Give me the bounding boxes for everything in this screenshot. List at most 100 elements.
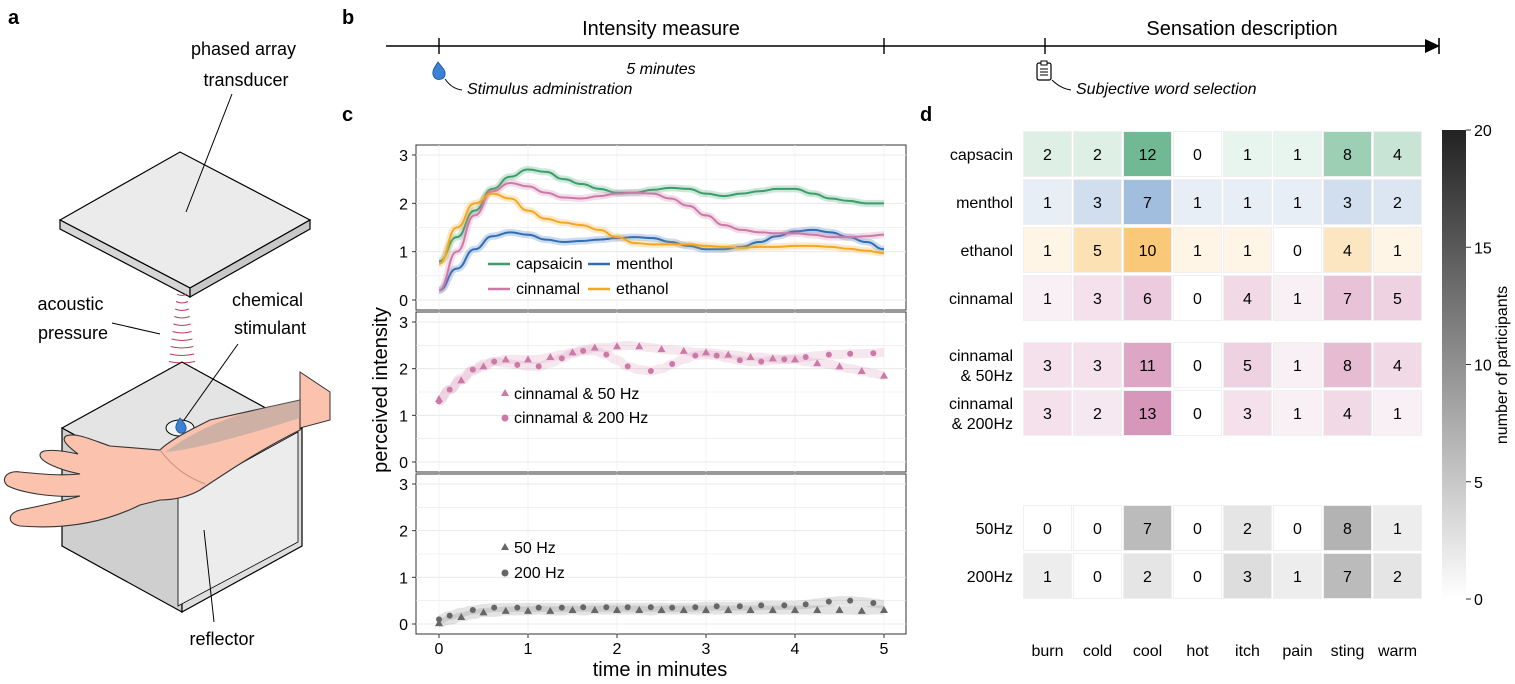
point-circle (624, 604, 631, 611)
heatmap-cell (1323, 553, 1372, 599)
x-tick-label: 4 (791, 641, 800, 658)
wave-arc (176, 293, 188, 296)
heatmap-column-label: warm (1377, 643, 1417, 660)
heatmap-value: 3 (1343, 195, 1352, 212)
point-triangle (524, 355, 532, 363)
heatmap-value: 4 (1243, 291, 1252, 308)
point-triangle (857, 606, 866, 614)
point-triangle (835, 606, 844, 613)
y-tick-label: 1 (399, 245, 408, 262)
point-triangle (835, 362, 844, 370)
heatmap-value: 0 (1193, 291, 1202, 308)
point-triangle (657, 345, 666, 353)
legend-label: cinnamal & 200 Hz (514, 410, 648, 427)
heatmap-cell (1073, 342, 1122, 388)
point-circle (825, 351, 832, 358)
heatmap-value: 12 (1139, 147, 1157, 164)
x-tick-label: 1 (524, 641, 533, 658)
colorbar-tick-label: 20 (1474, 123, 1492, 140)
heatmap-value: 0 (1293, 521, 1302, 538)
y-tick-label: 0 (399, 293, 408, 310)
point-circle (624, 363, 631, 370)
series-line-cinnamal (438, 182, 885, 292)
panel-c-line-charts: 0 1 2 3 capsaicin menthol cinnamal ethanol 0 1 2 3… (370, 144, 907, 681)
heatmap-cell (1323, 179, 1372, 225)
heatmap-value: 0 (1193, 358, 1202, 375)
heatmap-value: 1 (1243, 243, 1252, 260)
y-tick-label: 1 (399, 408, 408, 425)
x-tick-label: 5 (880, 641, 889, 658)
point-triangle (813, 606, 822, 613)
chart-c-x-axis: 0 1 2 3 4 5 (435, 634, 889, 658)
heatmap-column-label: burn (1031, 643, 1063, 660)
heatmap-value: 2 (1143, 569, 1152, 586)
heatmap-value: 2 (1043, 147, 1052, 164)
wave-arc (171, 338, 193, 341)
point-circle (446, 612, 453, 619)
point-triangle (635, 342, 644, 350)
drop-icon (432, 61, 446, 80)
point-triangle (702, 606, 710, 613)
heatmap-cell (1273, 390, 1322, 436)
heatmap-row-label: cinnamal (949, 348, 1013, 365)
colorbar-gradient (1442, 130, 1466, 599)
heatmap-value: 1 (1243, 147, 1252, 164)
heatmap-cell (1273, 342, 1322, 388)
heatmap-cell (1073, 131, 1122, 177)
point-triangle (479, 362, 488, 370)
heatmap-value: 0 (1093, 569, 1102, 586)
point-triangle (613, 342, 621, 350)
chemical-callout-line (183, 343, 239, 421)
heatmap-value: 4 (1393, 358, 1402, 375)
heatmap-cell (1323, 227, 1372, 273)
y-tick-label: 0 (399, 617, 408, 634)
heatmap-cell (1223, 553, 1272, 599)
point-circle (558, 604, 565, 611)
heatmap-value: 0 (1093, 521, 1102, 538)
heatmap-value: 7 (1143, 195, 1152, 212)
heatmap-cell (1073, 227, 1122, 273)
point-circle (558, 355, 565, 362)
heatmap-column-label: hot (1186, 643, 1209, 660)
heatmap-cell (1073, 553, 1122, 599)
legend-marker-triangle (501, 389, 509, 396)
heatmap-cell (1323, 505, 1372, 551)
panel-label-b: b (342, 7, 354, 29)
heatmap-value: 3 (1093, 358, 1102, 375)
point-triangle (768, 606, 777, 613)
wave-arc (170, 346, 194, 349)
point-circle (436, 616, 442, 623)
clipboard-icon (1036, 60, 1052, 81)
heatmap-cell (1373, 275, 1422, 321)
heatmap-cell (1023, 342, 1072, 388)
heatmap-cell (1173, 227, 1222, 273)
point-circle (603, 351, 610, 358)
heatmap-value: 1 (1293, 358, 1302, 375)
series-line-capsaicin (438, 168, 884, 263)
wave-arc (169, 353, 195, 356)
point-triangle (546, 606, 555, 614)
point-triangle (568, 606, 577, 613)
chart-c-bottom: 0 1 2 3 50 Hz 200 Hz (399, 473, 907, 635)
point-circle (535, 604, 542, 611)
point-triangle (613, 606, 621, 613)
heatmap-row-label: menthol (956, 195, 1013, 212)
heatmap-value: 7 (1143, 521, 1152, 538)
wave-arc (174, 316, 190, 319)
point-circle (647, 604, 654, 611)
heatmap-cell (1173, 342, 1222, 388)
timeline-arrowhead (1425, 39, 1440, 53)
heatmap-cell (1223, 179, 1272, 225)
heatmap-value: 1 (1293, 195, 1302, 212)
point-circle (580, 604, 587, 611)
heatmap-row-label: & 200Hz (952, 416, 1013, 433)
heatmap-value: 1 (1293, 291, 1302, 308)
heatmap-value: 5 (1093, 243, 1102, 260)
heatmap-value: 4 (1393, 147, 1402, 164)
point-circle (692, 604, 699, 611)
heatmap-cell (1273, 131, 1322, 177)
heatmap-value: 1 (1393, 243, 1402, 260)
y-tick-label: 2 (399, 196, 408, 213)
legend-label: 50 Hz (514, 540, 556, 557)
